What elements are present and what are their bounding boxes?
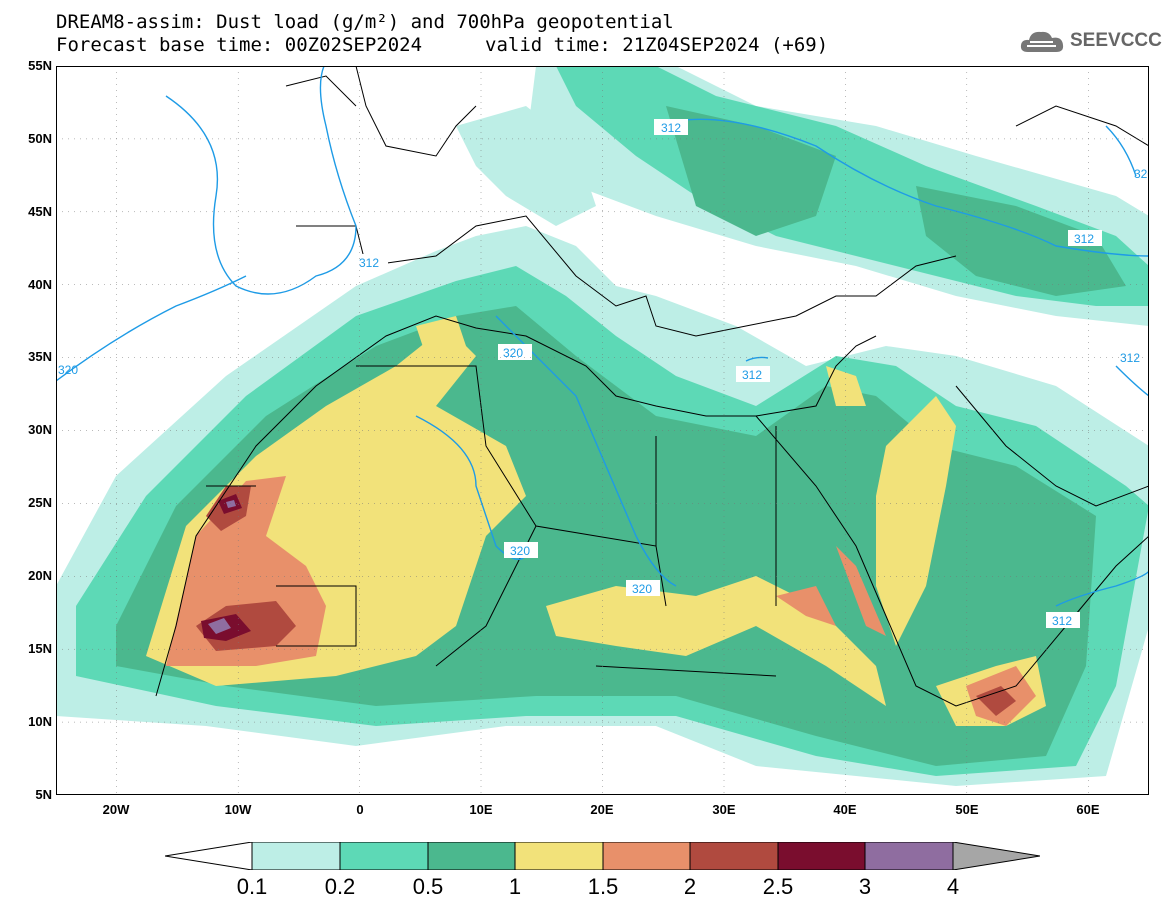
colorbar-cell-0 <box>251 842 341 870</box>
colorbar-label: 2.5 <box>762 874 794 899</box>
colorbar <box>165 842 1040 870</box>
lon-label-10e: 10E <box>469 802 493 817</box>
colorbar-label: 3 <box>858 874 872 899</box>
dust-field-3 <box>208 500 236 634</box>
contour-label: 320 <box>503 346 523 360</box>
lat-label-20n: 20N <box>28 568 52 583</box>
colorbar-label: 0.2 <box>324 874 356 899</box>
colorbar-cell-6 <box>777 842 866 870</box>
contour-label: 312 <box>1074 232 1094 246</box>
dust-map: 312 312 312 312 312 320 320 320 312 320 … <box>56 66 1149 795</box>
contour-label: 312 <box>359 256 379 270</box>
lat-label-55n: 55N <box>28 58 52 73</box>
cloud-icon <box>1020 31 1064 52</box>
graticule <box>56 66 1149 795</box>
colorbar-min-triangle <box>165 842 253 870</box>
lon-label-40e: 40E <box>833 802 857 817</box>
contour-label: 320 <box>1134 167 1149 181</box>
colorbar-label: 1.5 <box>587 874 619 899</box>
colorbar-label: 0.5 <box>412 874 444 899</box>
map-frame <box>56 66 1149 795</box>
colorbar-cell-7 <box>864 842 954 870</box>
contour-label: 320 <box>58 363 78 377</box>
contour-label: 312 <box>742 368 762 382</box>
contour-labels: 312 312 312 312 312 320 320 320 312 320 … <box>58 119 1149 628</box>
forecast-base-time: Forecast base time: 00Z02SEP2024 <box>56 34 423 56</box>
contour-label: 312 <box>1052 614 1072 628</box>
lat-label-25n: 25N <box>28 495 52 510</box>
colorbar-label: 2 <box>683 874 697 899</box>
seevccc-logo: SEEVCCC <box>1018 26 1162 56</box>
colorbar-cell-4 <box>602 842 691 870</box>
geopotential-contours <box>56 66 1149 607</box>
colorbar-label: 0.1 <box>236 874 268 899</box>
colorbar-cell-1 <box>339 842 429 870</box>
map-panel: 312 312 312 312 312 320 320 320 312 320 … <box>56 66 1149 795</box>
lon-label-50e: 50E <box>955 802 979 817</box>
lon-label-60e: 60E <box>1076 802 1100 817</box>
lat-label-15n: 15N <box>28 641 52 656</box>
lat-label-30n: 30N <box>28 422 52 437</box>
lon-label-20w: 20W <box>102 802 130 817</box>
valid-time: valid time: 21Z04SEP2024 (+69) <box>485 34 829 56</box>
colorbar-label: 1 <box>508 874 522 899</box>
lat-label-40n: 40N <box>28 277 52 292</box>
lat-label-35n: 35N <box>28 349 52 364</box>
colorbar-cell-2 <box>427 842 516 870</box>
lon-label-0: 0 <box>356 802 364 817</box>
lat-label-45n: 45N <box>28 204 52 219</box>
colorbar-max-triangle <box>952 842 1040 870</box>
lon-label-10w: 10W <box>224 802 252 817</box>
lat-label-10n: 10N <box>28 714 52 729</box>
contour-label: 312 <box>1120 351 1140 365</box>
colorbar-cell-5 <box>689 842 779 870</box>
contour-label: 320 <box>632 582 652 596</box>
lon-label-30e: 30E <box>712 802 736 817</box>
lat-label-50n: 50N <box>28 131 52 146</box>
lon-label-20e: 20E <box>590 802 614 817</box>
colorbar-cell-3 <box>514 842 604 870</box>
contour-label: 320 <box>510 544 530 558</box>
coastlines <box>155 66 1149 707</box>
lat-label-5n: 5N <box>35 787 52 802</box>
map-title: DREAM8-assim: Dust load (g/m²) and 700hP… <box>56 11 674 33</box>
logo-text: SEEVCCC <box>1070 30 1162 51</box>
contour-label: 312 <box>661 121 681 135</box>
colorbar-label: 4 <box>946 874 960 899</box>
